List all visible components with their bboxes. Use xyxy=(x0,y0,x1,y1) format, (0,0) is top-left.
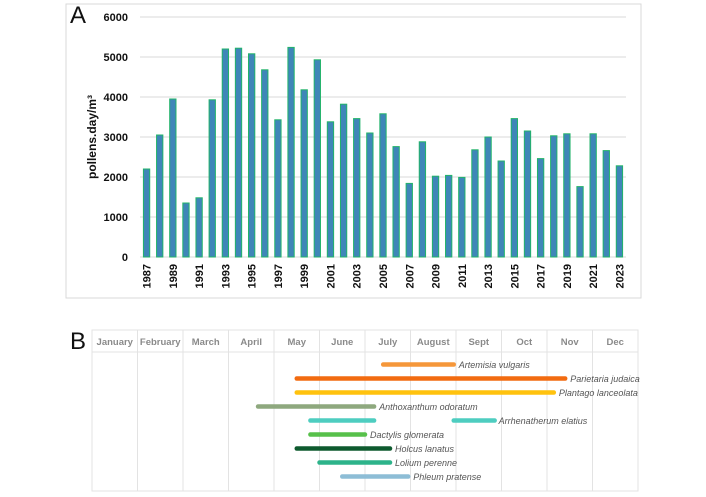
month-header: Sept xyxy=(468,337,489,348)
x-tick-label: 2019 xyxy=(562,264,574,288)
species-label: Plantago lanceolata xyxy=(559,388,638,398)
bar-2021 xyxy=(589,133,597,258)
bar-1987 xyxy=(142,168,151,258)
species-label: Arrhenatherum elatius xyxy=(498,416,588,426)
x-tick-label: 1989 xyxy=(168,264,180,288)
panel-label-b: B xyxy=(70,328,87,355)
month-header: February xyxy=(140,337,181,348)
species-label: Anthoxanthum odoratum xyxy=(378,402,478,412)
x-tick-label: 2001 xyxy=(325,264,337,288)
bar-2020 xyxy=(576,186,584,258)
month-header: June xyxy=(331,337,353,348)
x-tick-label: 1993 xyxy=(220,264,232,288)
y-axis-label: pollens.day/m³ xyxy=(85,95,99,179)
bar-2011 xyxy=(458,176,466,258)
bar-1999 xyxy=(300,89,308,258)
species-label: Holcus lanatus xyxy=(395,444,455,454)
bar-2022 xyxy=(602,150,610,258)
bar-2006 xyxy=(392,146,400,258)
bar-1996 xyxy=(261,69,269,258)
bar-1997 xyxy=(274,119,282,258)
bar-1989 xyxy=(169,98,177,258)
y-tick-label: 2000 xyxy=(104,172,128,184)
bar-2015 xyxy=(510,118,519,258)
bar-2008 xyxy=(418,141,427,258)
month-header: January xyxy=(97,337,134,348)
y-tick-label: 0 xyxy=(122,252,128,264)
bar-2003 xyxy=(353,118,361,258)
month-header: May xyxy=(288,337,307,348)
month-header: July xyxy=(378,337,398,348)
bar-2005 xyxy=(379,113,387,258)
bar-2002 xyxy=(339,103,348,258)
species-label: Phleum pratense xyxy=(413,472,481,482)
bar-2009 xyxy=(431,175,440,258)
bar-1994 xyxy=(234,47,243,258)
bar-2007 xyxy=(405,182,413,258)
bar-2023 xyxy=(615,165,624,258)
species-label: Dactylis glomerata xyxy=(370,430,444,440)
x-tick-label: 2013 xyxy=(483,264,495,288)
bar-2004 xyxy=(366,132,374,258)
x-tick-label: 2015 xyxy=(509,264,521,288)
bar-1992 xyxy=(208,99,216,258)
x-tick-label: 2009 xyxy=(431,264,443,288)
x-tick-label: 1997 xyxy=(273,264,285,288)
y-tick-label: 1000 xyxy=(104,212,128,224)
species-label: Lolium perenne xyxy=(395,458,457,468)
y-tick-label: 3000 xyxy=(104,132,128,144)
panel-label-a: A xyxy=(70,2,87,29)
bar-2000 xyxy=(313,59,321,258)
bar-1988 xyxy=(156,134,164,258)
y-tick-label: 4000 xyxy=(104,92,128,104)
bar-2001 xyxy=(326,121,335,258)
bar-2016 xyxy=(523,130,532,258)
x-tick-label: 2005 xyxy=(378,264,390,288)
x-tick-label: 1995 xyxy=(247,264,259,288)
month-header: March xyxy=(192,337,220,348)
bar-2012 xyxy=(471,149,479,258)
bar-1998 xyxy=(287,46,295,258)
species-label: Artemisia vulgaris xyxy=(458,360,531,370)
y-tick-label: 6000 xyxy=(104,12,128,24)
bar-2014 xyxy=(497,160,505,258)
bar-1995 xyxy=(247,53,256,258)
bar-2018 xyxy=(550,135,558,258)
bar-1993 xyxy=(221,48,230,258)
bar-1991 xyxy=(195,197,203,258)
x-tick-label: 1991 xyxy=(194,264,206,288)
x-tick-label: 2011 xyxy=(457,264,469,288)
species-label: Parietaria judaica xyxy=(570,374,640,384)
bar-2017 xyxy=(536,158,545,258)
month-header: April xyxy=(240,337,262,348)
month-header: Dec xyxy=(607,337,624,348)
x-tick-label: 2021 xyxy=(588,264,600,288)
month-header: Nov xyxy=(561,337,580,348)
x-tick-label: 1999 xyxy=(299,264,311,288)
x-tick-label: 2023 xyxy=(614,264,626,288)
x-tick-label: 2017 xyxy=(536,264,548,288)
bar-2010 xyxy=(445,174,453,258)
chart-border xyxy=(65,3,642,299)
bar-chart-annual-pollen: 0 1000 2000 3000 4000 5000 6000 1987 1989 1991 19… xyxy=(65,3,642,299)
month-header: August xyxy=(417,337,451,348)
y-tick-label: 5000 xyxy=(104,52,128,64)
x-tick-label: 2007 xyxy=(404,264,416,288)
x-tick-label: 2003 xyxy=(352,264,364,288)
bar-1990 xyxy=(182,202,190,258)
x-tick-label: 1987 xyxy=(142,264,154,288)
month-header: Oct xyxy=(516,337,533,348)
bar-2019 xyxy=(563,133,571,258)
bar-2013 xyxy=(484,136,492,258)
